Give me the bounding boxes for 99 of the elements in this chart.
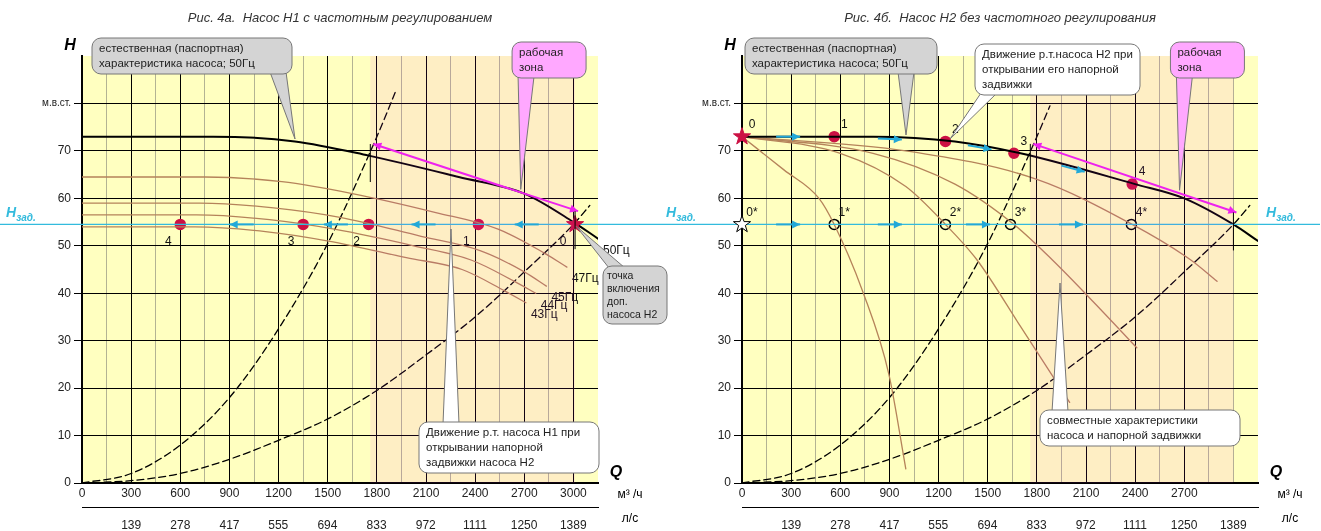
annotation: 3 bbox=[1020, 133, 1028, 148]
x2-tick-label: 417 bbox=[879, 517, 900, 531]
annotation: 3* bbox=[1014, 204, 1027, 219]
x2-tick-label: 694 bbox=[317, 517, 338, 531]
x2-tick-label: 694 bbox=[977, 517, 998, 531]
x2-tick-label: 833 bbox=[366, 517, 387, 531]
band-label: рабочая зона bbox=[1170, 42, 1245, 78]
x-tick-label: 2100 bbox=[1072, 485, 1100, 500]
x2-tick-label: 972 bbox=[1075, 517, 1097, 531]
x-tick-label: 600 bbox=[830, 485, 851, 500]
y-tick-label: 10 bbox=[57, 427, 72, 442]
point bbox=[732, 214, 752, 233]
x-tick-label: 1800 bbox=[363, 485, 391, 500]
y-tick-label: 0 bbox=[724, 475, 732, 490]
y-axis-title: H bbox=[64, 36, 77, 54]
y-tick-label: 0 bbox=[64, 475, 72, 490]
annotation: совместные характеристики насоса и напорной задвижки bbox=[1040, 410, 1240, 446]
point bbox=[732, 127, 752, 145]
x-tick-label: 2100 bbox=[412, 485, 440, 500]
x2-tick-label: 1250 bbox=[1170, 517, 1198, 531]
x-tick-label: 900 bbox=[219, 485, 240, 500]
ref-line-label: H$_{зад.}$ bbox=[666, 204, 696, 224]
annotation: естественная (паспортная) характеристика насоса; 50Гц bbox=[92, 38, 292, 74]
x-tick-label: 1500 bbox=[974, 485, 1002, 500]
x2-axis-title: л/с bbox=[621, 511, 639, 526]
x2-tick-label: 1111 bbox=[462, 517, 488, 531]
x-tick-label: 0 bbox=[78, 485, 86, 500]
x2-tick-label: 139 bbox=[781, 517, 802, 531]
annotation: 4* bbox=[1135, 204, 1148, 219]
text: H$_{зад.}$ bbox=[1266, 204, 1296, 224]
y-tick-label: 50 bbox=[57, 238, 72, 253]
x2-tick-label: 1250 bbox=[510, 517, 538, 531]
y-tick-label: 20 bbox=[57, 380, 72, 395]
annotation: 2 bbox=[353, 233, 361, 248]
annotation: Движение р.т.насоса Н2 при открывании его напорной задвижки bbox=[975, 44, 1140, 95]
y-tick-label: 40 bbox=[57, 285, 72, 300]
annotation: 3 bbox=[287, 233, 295, 248]
annotation: 0 bbox=[559, 233, 567, 248]
y-tick-label: 70 bbox=[717, 143, 732, 158]
text: Q bbox=[609, 463, 623, 481]
x-axis-title: м³ /ч bbox=[1277, 487, 1303, 502]
annotation: естественная (паспортная) характеристика насоса; 50Гц bbox=[745, 38, 937, 74]
chart-title: Рис. 4а. Насос Н1 с частотным регулированием bbox=[187, 9, 493, 25]
y-tick-label: 40 bbox=[717, 285, 732, 300]
x-tick-label: 300 bbox=[121, 485, 142, 500]
annotation: 4 bbox=[1138, 164, 1146, 179]
x-tick-label: 0 bbox=[738, 485, 746, 500]
x2-tick-label: 1111 bbox=[1122, 517, 1148, 531]
y-tick-label: м.в.ст. bbox=[702, 97, 731, 109]
x-axis-title: м³ /ч bbox=[617, 487, 643, 502]
y-tick-label: 70 bbox=[57, 143, 72, 158]
line-series bbox=[82, 226, 527, 304]
x-tick-label: 2700 bbox=[510, 485, 538, 500]
annotation: 0* bbox=[746, 204, 758, 219]
x2-tick-label: 1389 bbox=[559, 517, 587, 531]
x-tick-label: 900 bbox=[879, 485, 900, 500]
x2-axis-title: л/с bbox=[1281, 511, 1299, 526]
x2-tick-label: 278 bbox=[830, 517, 851, 531]
y-tick-label: 30 bbox=[57, 332, 72, 347]
x-tick-label: 1500 bbox=[314, 485, 342, 500]
x2-tick-label: 972 bbox=[415, 517, 437, 531]
annotation: 1 bbox=[463, 233, 471, 248]
text: точка включения доп. насоса Н2 bbox=[603, 266, 667, 324]
x-tick-label: 1200 bbox=[265, 485, 293, 500]
x-tick-label: 1200 bbox=[925, 485, 953, 500]
x-tick-label: 3000 bbox=[560, 485, 588, 500]
annotation: Движение р.т. насоса Н1 при открывании напорной задвижки насоса Н2 bbox=[419, 422, 599, 473]
x-tick-label: 2700 bbox=[1170, 485, 1198, 500]
x2-tick-label: 1389 bbox=[1219, 517, 1247, 531]
y-tick-label: 60 bbox=[57, 190, 72, 205]
x2-tick-label: 555 bbox=[928, 517, 949, 531]
band-label: рабочая зона bbox=[512, 42, 587, 78]
y-tick-label: 50 bbox=[717, 238, 732, 253]
y-tick-label: 20 bbox=[717, 380, 732, 395]
x2-tick-label: 555 bbox=[268, 517, 289, 531]
y-tick-label: м.в.ст. bbox=[42, 97, 71, 109]
y-tick-label: 10 bbox=[717, 427, 732, 442]
annotation: 4 bbox=[164, 233, 172, 248]
annotation: 0 bbox=[748, 116, 756, 131]
text: Q bbox=[1269, 463, 1283, 481]
line-series bbox=[82, 176, 568, 268]
ref-line-label: H$_{зад.}$ bbox=[6, 204, 36, 224]
y-tick-label: 60 bbox=[717, 190, 732, 205]
line-series bbox=[82, 202, 548, 287]
x2-tick-label: 278 bbox=[170, 517, 191, 531]
x-tick-label: 300 bbox=[781, 485, 802, 500]
line-series bbox=[82, 214, 537, 294]
annotation: 2* bbox=[949, 204, 962, 219]
chart-title: Рис. 4б. Насос Н2 без частотного регулирования bbox=[844, 9, 1156, 25]
x-tick-label: 2400 bbox=[1121, 485, 1149, 500]
x-tick-label: 2400 bbox=[461, 485, 489, 500]
y-tick-label: 30 bbox=[717, 332, 732, 347]
x-tick-label: 1800 bbox=[1023, 485, 1051, 500]
annotation: 1 bbox=[840, 116, 848, 131]
x2-tick-label: 833 bbox=[1026, 517, 1047, 531]
x-tick-label: 600 bbox=[170, 485, 191, 500]
y-axis-title: H bbox=[724, 36, 737, 54]
x2-tick-label: 417 bbox=[219, 517, 240, 531]
x2-tick-label: 139 bbox=[121, 517, 142, 531]
